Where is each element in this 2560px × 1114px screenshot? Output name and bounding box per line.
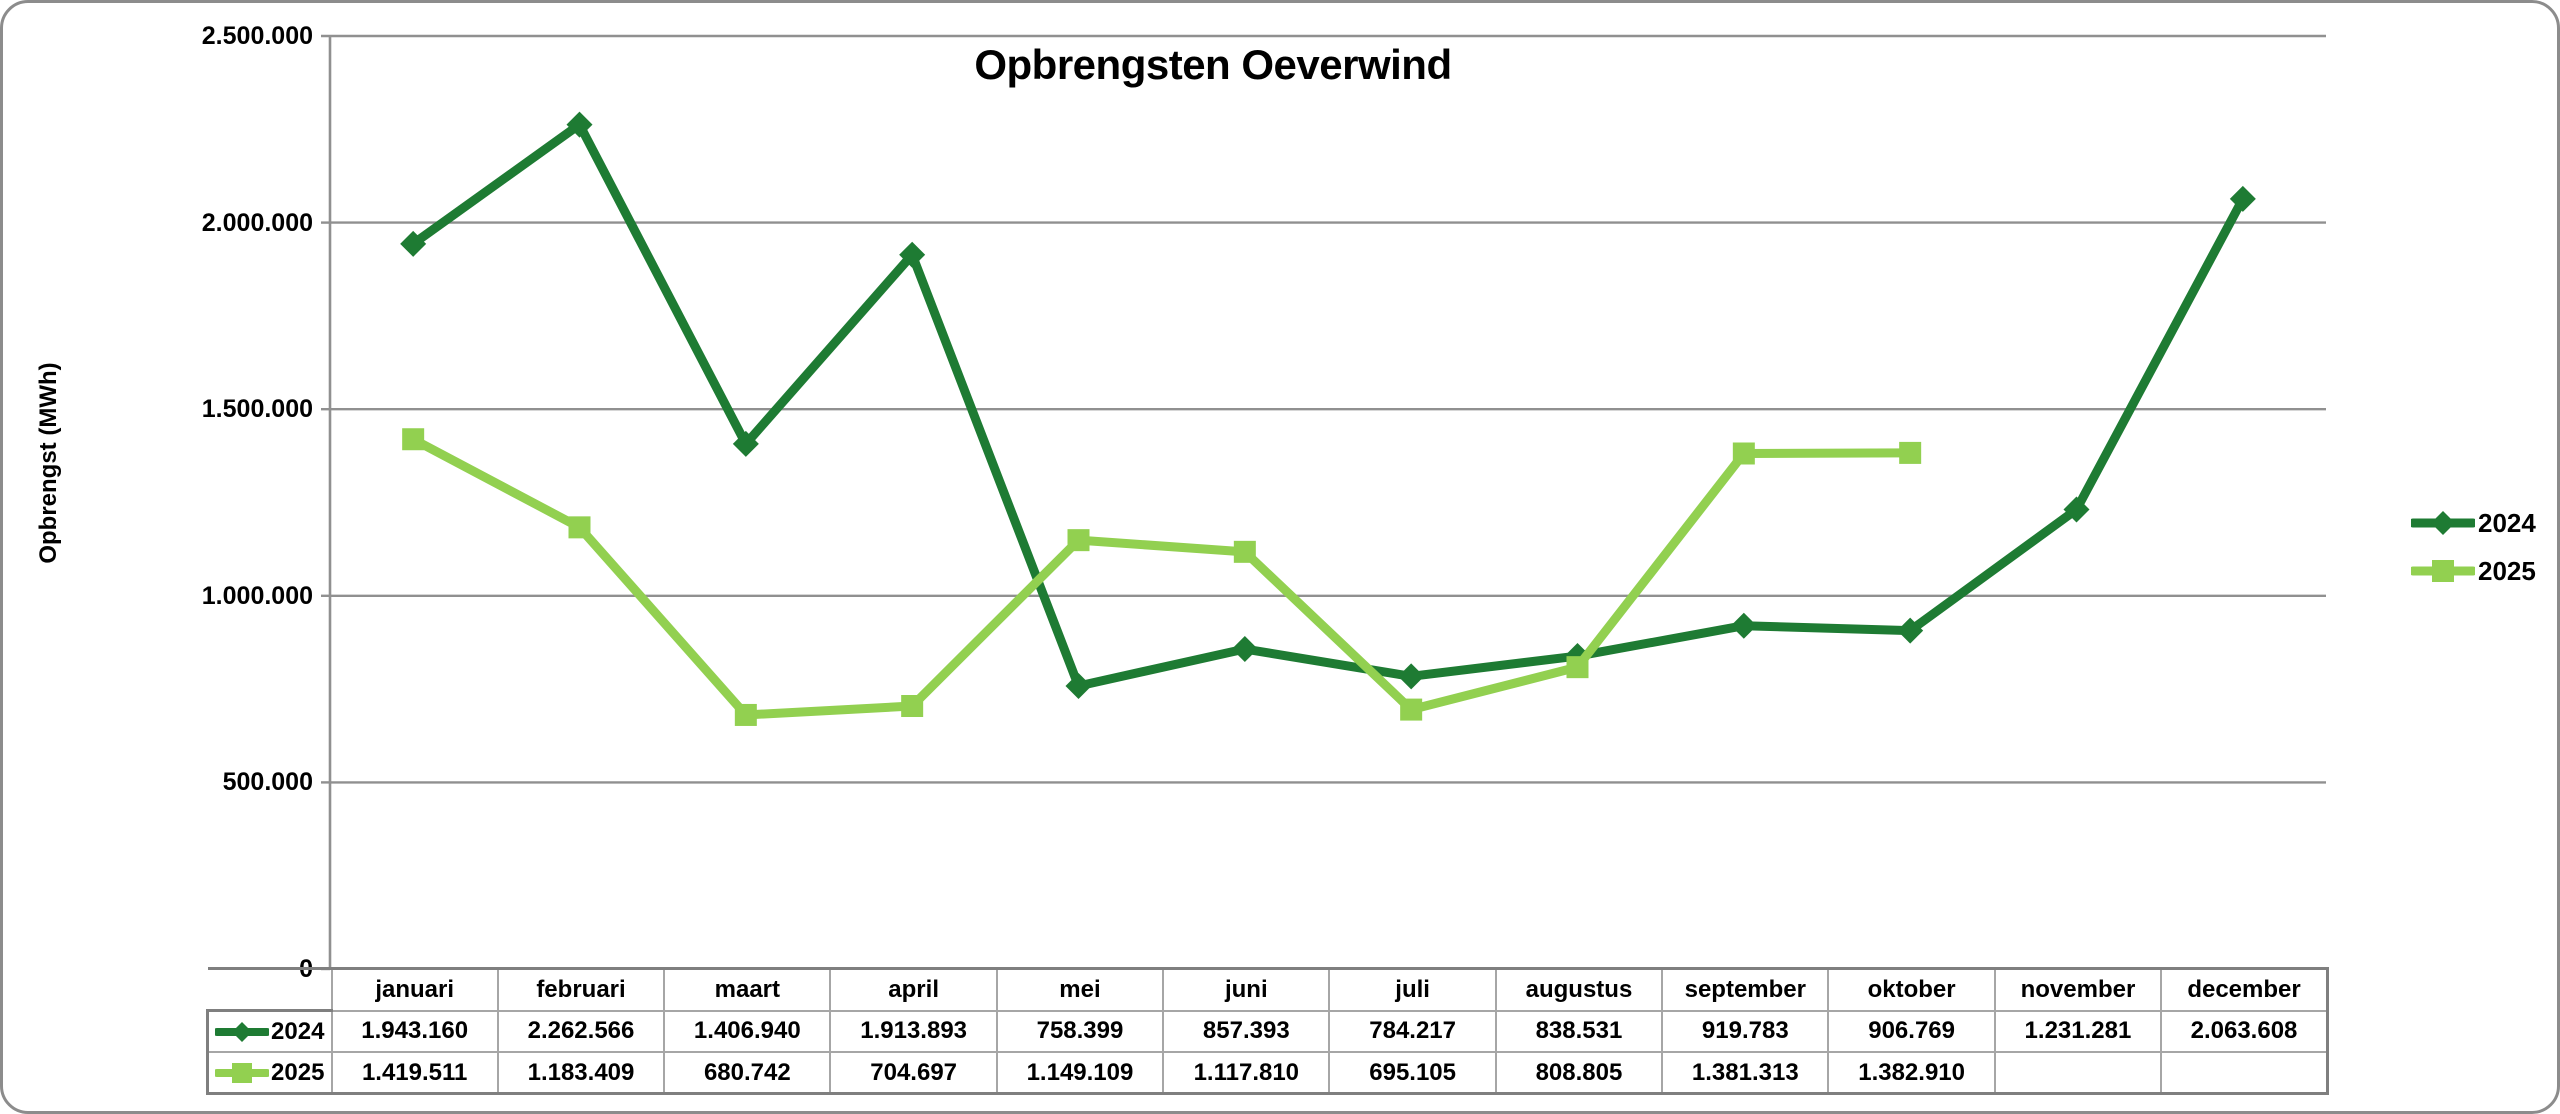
table-cell-2025-april: 704.697 <box>829 1051 998 1095</box>
month-header-januari: januari <box>330 967 499 1012</box>
table-cell-2025-februari: 1.183.409 <box>496 1051 666 1095</box>
table-cell-2025-juli: 695.105 <box>1328 1051 1497 1095</box>
table-cell-2024-juni: 857.393 <box>1162 1009 1331 1053</box>
legend-key-marker <box>2432 560 2454 582</box>
series-2024-line <box>408 120 2248 691</box>
table-cell-2024-augustus: 838.531 <box>1494 1009 1664 1053</box>
series-2024-marker <box>566 111 593 138</box>
series-2025-marker <box>734 703 757 726</box>
series-2025-marker <box>1233 540 1256 563</box>
series-2024-marker <box>732 430 759 457</box>
month-header-december: december <box>2160 967 2329 1012</box>
series-2025-marker <box>1566 656 1589 679</box>
series-row-label-2025: 2025 <box>206 1051 333 1095</box>
legend-key-diamond-icon <box>215 1021 270 1042</box>
table-cell-2025-oktober: 1.382.910 <box>1827 1051 1996 1095</box>
table-cell-2024-november: 1.231.281 <box>1993 1009 2163 1053</box>
table-cell-2025-november <box>1993 1051 2163 1095</box>
series-2024-marker <box>1730 612 1757 639</box>
series-2024-marker <box>400 230 427 257</box>
chart-title: Opbrengsten Oeverwind <box>974 41 1452 88</box>
month-header-februari: februari <box>496 967 666 1012</box>
table-cell-2025-december <box>2160 1051 2329 1095</box>
month-header-oktober: oktober <box>1827 967 1996 1012</box>
month-header-juli: juli <box>1328 967 1497 1012</box>
legend-item-2025: 2025 <box>2411 555 2536 587</box>
table-cell-2024-januari: 1.943.160 <box>330 1009 499 1053</box>
legend-key-square-icon <box>215 1062 270 1083</box>
series-2025-line <box>408 434 1915 720</box>
series-row-label-text: 2024 <box>271 1017 325 1045</box>
table-cell-2024-mei: 758.399 <box>995 1009 1165 1053</box>
table-cell-2024-februari: 2.262.566 <box>496 1009 666 1053</box>
legend: 2024 2025 <box>2411 507 2536 587</box>
series-row-label-text: 2025 <box>271 1058 325 1086</box>
legend-item-label: 2025 <box>2478 555 2536 586</box>
month-header-september: september <box>1661 967 1830 1012</box>
table-cell-2024-oktober: 906.769 <box>1827 1009 1996 1053</box>
series-2024-marker <box>1231 636 1258 663</box>
plot-area <box>321 34 2326 971</box>
y-tick-label: 1.000.000 <box>201 581 313 610</box>
legend-key-marker <box>232 1021 253 1042</box>
y-tick-label: 1.500.000 <box>201 395 313 424</box>
series-2024-marker <box>1398 663 1425 690</box>
table-cell-2025-maart: 680.742 <box>663 1051 832 1095</box>
table-cell-2025-januari: 1.419.511 <box>330 1051 499 1095</box>
table-cell-2025-augustus: 808.805 <box>1494 1051 1664 1095</box>
legend-key-marker <box>2431 511 2455 535</box>
series-2025-marker <box>1732 442 1755 465</box>
series-2025-marker <box>901 695 924 718</box>
legend-key-square-icon <box>2411 560 2475 582</box>
month-header-november: november <box>1993 967 2163 1012</box>
table-cell-2024-september: 919.783 <box>1661 1009 1830 1053</box>
y-tick-label: 2.500.000 <box>201 22 313 50</box>
legend-item-2024: 2024 <box>2411 507 2536 539</box>
month-header-maart: maart <box>663 967 832 1012</box>
table-cell-2025-mei: 1.149.109 <box>995 1051 1165 1095</box>
month-header-augustus: augustus <box>1494 967 1664 1012</box>
series-2024-marker <box>1897 617 1924 644</box>
series-2025-marker <box>1400 698 1423 721</box>
legend-key-diamond-icon <box>2411 511 2475 535</box>
y-tick-label: 500.000 <box>222 768 313 797</box>
legend-item-label: 2024 <box>2478 507 2536 538</box>
table-cell-2024-juli: 784.217 <box>1328 1009 1497 1053</box>
table-cell-2024-december: 2.063.608 <box>2160 1009 2329 1053</box>
month-header-april: april <box>829 967 998 1012</box>
series-2024-marker <box>899 241 926 268</box>
legend-key-marker <box>232 1062 253 1083</box>
table-cell-2025-juni: 1.117.810 <box>1162 1051 1331 1095</box>
series-2024 <box>400 111 2256 699</box>
series-2025 <box>402 428 1922 726</box>
table-corner-cell <box>207 967 332 1011</box>
table-cell-2025-september: 1.381.313 <box>1661 1051 1830 1095</box>
series-2025-marker <box>1067 529 1090 552</box>
series-2024-marker <box>1065 672 1092 699</box>
series-2025-marker <box>568 516 591 539</box>
series-2025-marker <box>402 428 425 451</box>
data-table: januari februari maart april mei juni juli augu… <box>206 967 2329 1095</box>
series-2025-marker <box>1899 441 1922 464</box>
table-cell-2024-april: 1.913.893 <box>829 1009 998 1053</box>
month-header-juni: juni <box>1162 967 1331 1012</box>
table-cell-2024-maart: 1.406.940 <box>663 1009 832 1053</box>
series-2024-marker <box>2229 185 2256 212</box>
y-tick-label: 2.000.000 <box>201 208 313 237</box>
series-2024-marker <box>2063 496 2090 523</box>
month-header-mei: mei <box>995 967 1165 1012</box>
series-row-label-2024: 2024 <box>206 1009 333 1053</box>
